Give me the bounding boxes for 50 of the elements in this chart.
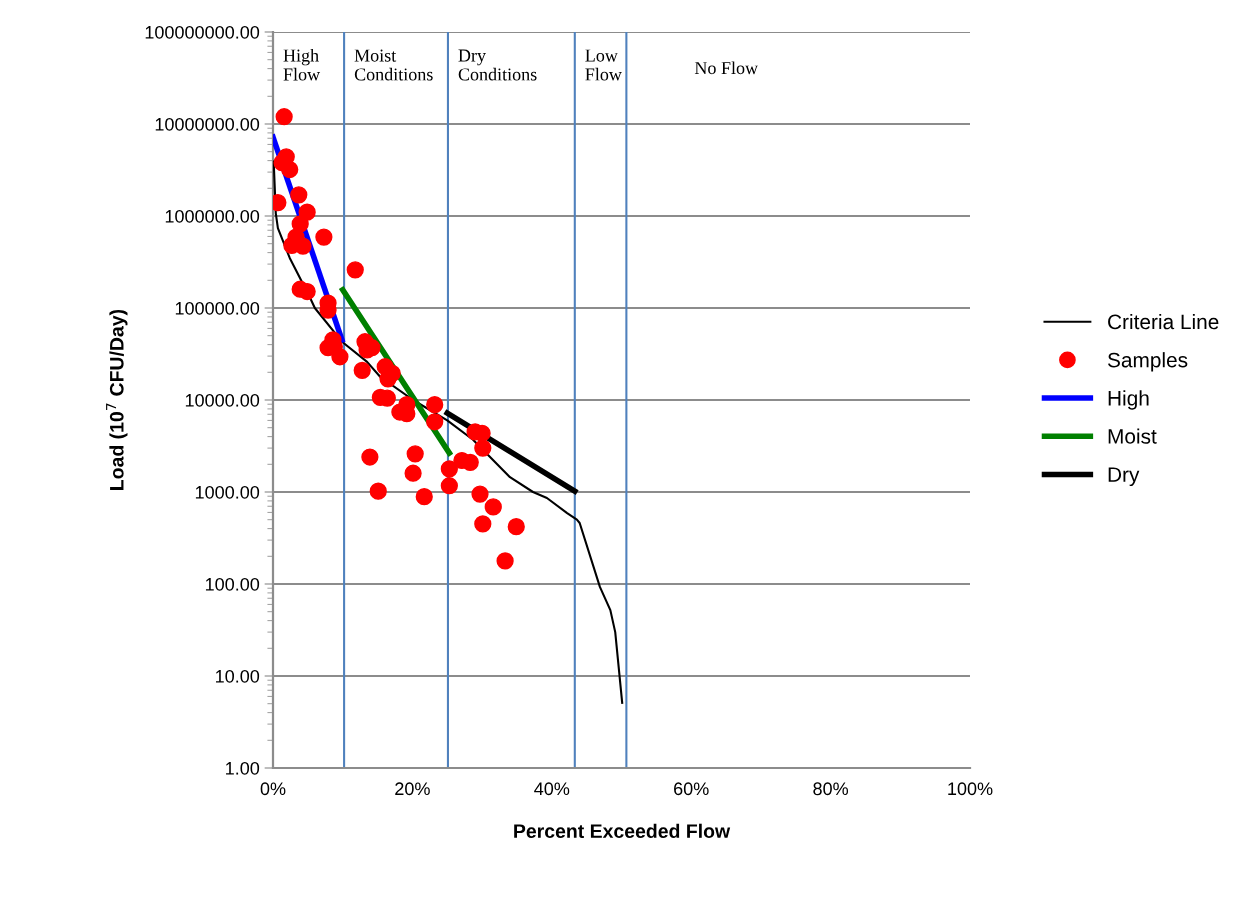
point (484, 498, 502, 516)
point (406, 445, 424, 463)
y-tick-label: 1000000.00 (165, 209, 260, 223)
x-tick-label: 100% (948, 782, 993, 796)
point (281, 160, 299, 179)
legend-label: Samples (1107, 352, 1188, 372)
x-tick-label: 20% (395, 782, 430, 796)
legend-label: High (1108, 390, 1149, 410)
point (361, 448, 379, 466)
annotation: No Flow (694, 61, 759, 75)
x-tick-label: 80% (813, 782, 849, 796)
point (353, 361, 371, 379)
point (496, 552, 514, 570)
point (440, 460, 458, 478)
legend-label: Criteria Line (1108, 313, 1219, 330)
point (315, 228, 333, 246)
point (369, 482, 387, 500)
point (404, 464, 422, 482)
y-tick-label: 10000.00 (185, 393, 260, 407)
y-tick-label: 100000.00 (175, 301, 260, 315)
y-tick-label: 10000000.00 (155, 117, 260, 131)
y-tick-label: 1.00 (226, 761, 260, 775)
point (275, 108, 293, 126)
point (471, 485, 489, 503)
y-tick-label: 1000.00 (195, 485, 260, 499)
point (507, 518, 525, 536)
y-tick-label: 100000000.00 (145, 25, 260, 39)
legend-label: Dry (1108, 467, 1140, 487)
annotation: Low Flow (585, 49, 622, 81)
point (346, 261, 364, 279)
point (415, 488, 433, 506)
point (426, 413, 444, 431)
x-tick-label: 40% (534, 782, 570, 796)
x-tick-label: 60% (674, 782, 709, 796)
x-axis-title: Percent Exceeded Flow (514, 823, 731, 838)
point (294, 237, 312, 255)
point (474, 439, 492, 457)
point (291, 215, 309, 233)
x-tick-label: 0% (260, 782, 286, 796)
annotation: High Flow (283, 48, 321, 81)
annotation: Dry Conditions (458, 49, 537, 81)
annotation: Moist Conditions (354, 49, 433, 81)
point (474, 515, 492, 533)
legend-label: Moist (1108, 428, 1157, 444)
y-tick-label: 10.00 (216, 669, 260, 683)
point (290, 186, 308, 204)
point (426, 396, 444, 414)
y-tick-label: 100.00 (205, 577, 260, 591)
y-axis-title: Load (10$^{7}$ CFU/Day) (106, 309, 128, 490)
point (440, 477, 458, 495)
